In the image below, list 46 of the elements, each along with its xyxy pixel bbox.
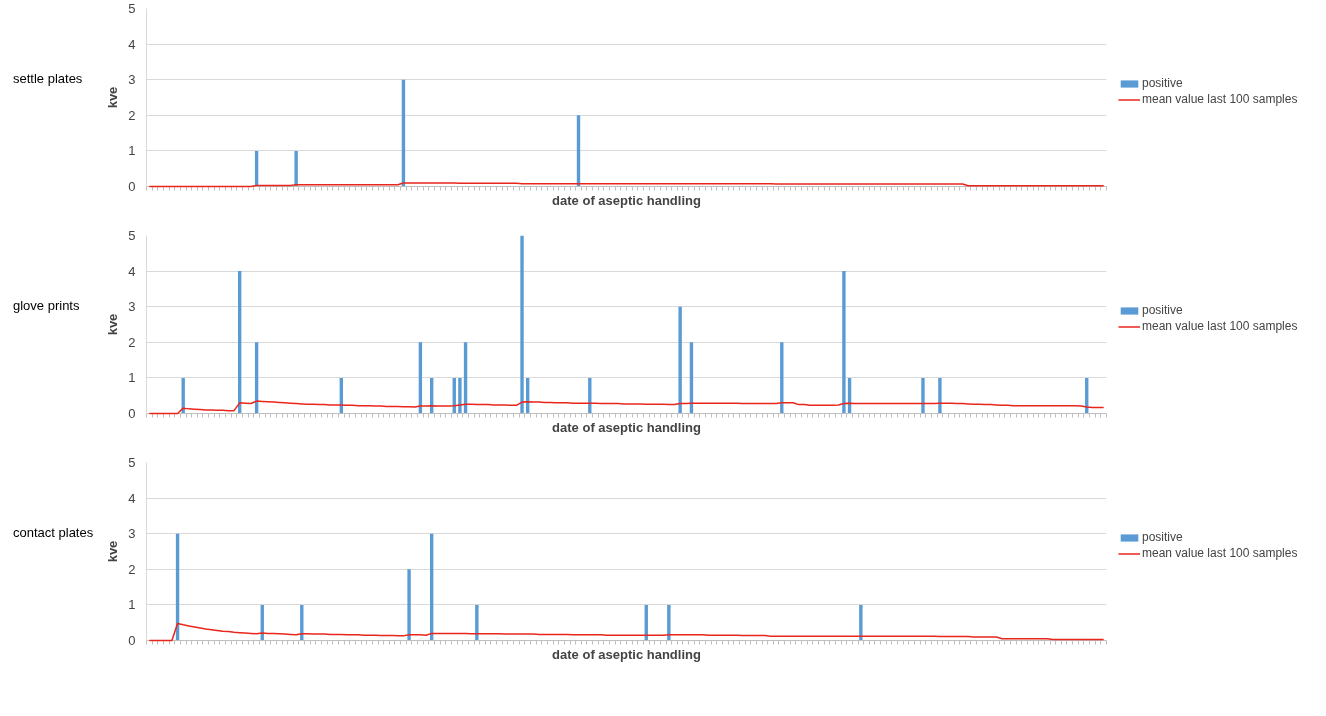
- legend-label: mean value last 100 samples: [1142, 319, 1298, 333]
- y-tick-label: 5: [128, 455, 136, 470]
- legend-label: mean value last 100 samples: [1142, 546, 1298, 560]
- text: settle plates: [13, 70, 83, 88]
- legend-label: mean value last 100 samples: [1142, 92, 1298, 106]
- y-axis-title: kve: [105, 540, 121, 563]
- x-axis-title: date of aseptic handling: [552, 192, 701, 208]
- bar: [458, 377, 462, 414]
- bar: [667, 604, 671, 641]
- y-tick-label: 3: [128, 72, 136, 88]
- bar: [294, 150, 298, 187]
- y-tick-label: 3: [128, 526, 136, 542]
- y-axis-title: kve: [105, 86, 121, 109]
- y-tick-label: 0: [128, 633, 136, 648]
- line-series: [148, 400, 1105, 415]
- y-tick-label: 1: [128, 143, 136, 159]
- legend-label: positive: [1142, 530, 1183, 544]
- y-tick-label: 0: [128, 406, 136, 421]
- bar: [938, 377, 942, 414]
- bar: [520, 235, 524, 414]
- y-axis-title: kve: [105, 313, 121, 336]
- x-axis-title: date of aseptic handling: [552, 419, 701, 435]
- y-tick-label: 5: [128, 228, 136, 243]
- bar: [842, 271, 846, 414]
- y-tick-label: 4: [128, 36, 136, 52]
- text: contact plates: [13, 524, 94, 542]
- y-tick-label: 5: [128, 1, 136, 16]
- legend-label: positive: [1142, 303, 1183, 317]
- y-tick-label: 1: [128, 597, 136, 613]
- line-series: [148, 622, 1105, 642]
- bar: [859, 604, 863, 641]
- y-tick-label: 1: [128, 370, 136, 386]
- y-tick-label: 2: [128, 561, 136, 577]
- y-tick-label: 3: [128, 299, 136, 315]
- bar: [407, 569, 411, 641]
- bar: [678, 306, 682, 414]
- y-tick-label: 4: [128, 263, 136, 279]
- legend-label: positive: [1142, 76, 1183, 90]
- y-tick-label: 4: [128, 490, 136, 506]
- y-tick-label: 0: [128, 179, 136, 194]
- bar: [475, 604, 479, 641]
- text: glove prints: [13, 297, 80, 315]
- x-axis-title: date of aseptic handling: [552, 646, 701, 662]
- y-tick-label: 2: [128, 107, 136, 123]
- y-tick-label: 2: [128, 334, 136, 350]
- bar: [921, 377, 925, 414]
